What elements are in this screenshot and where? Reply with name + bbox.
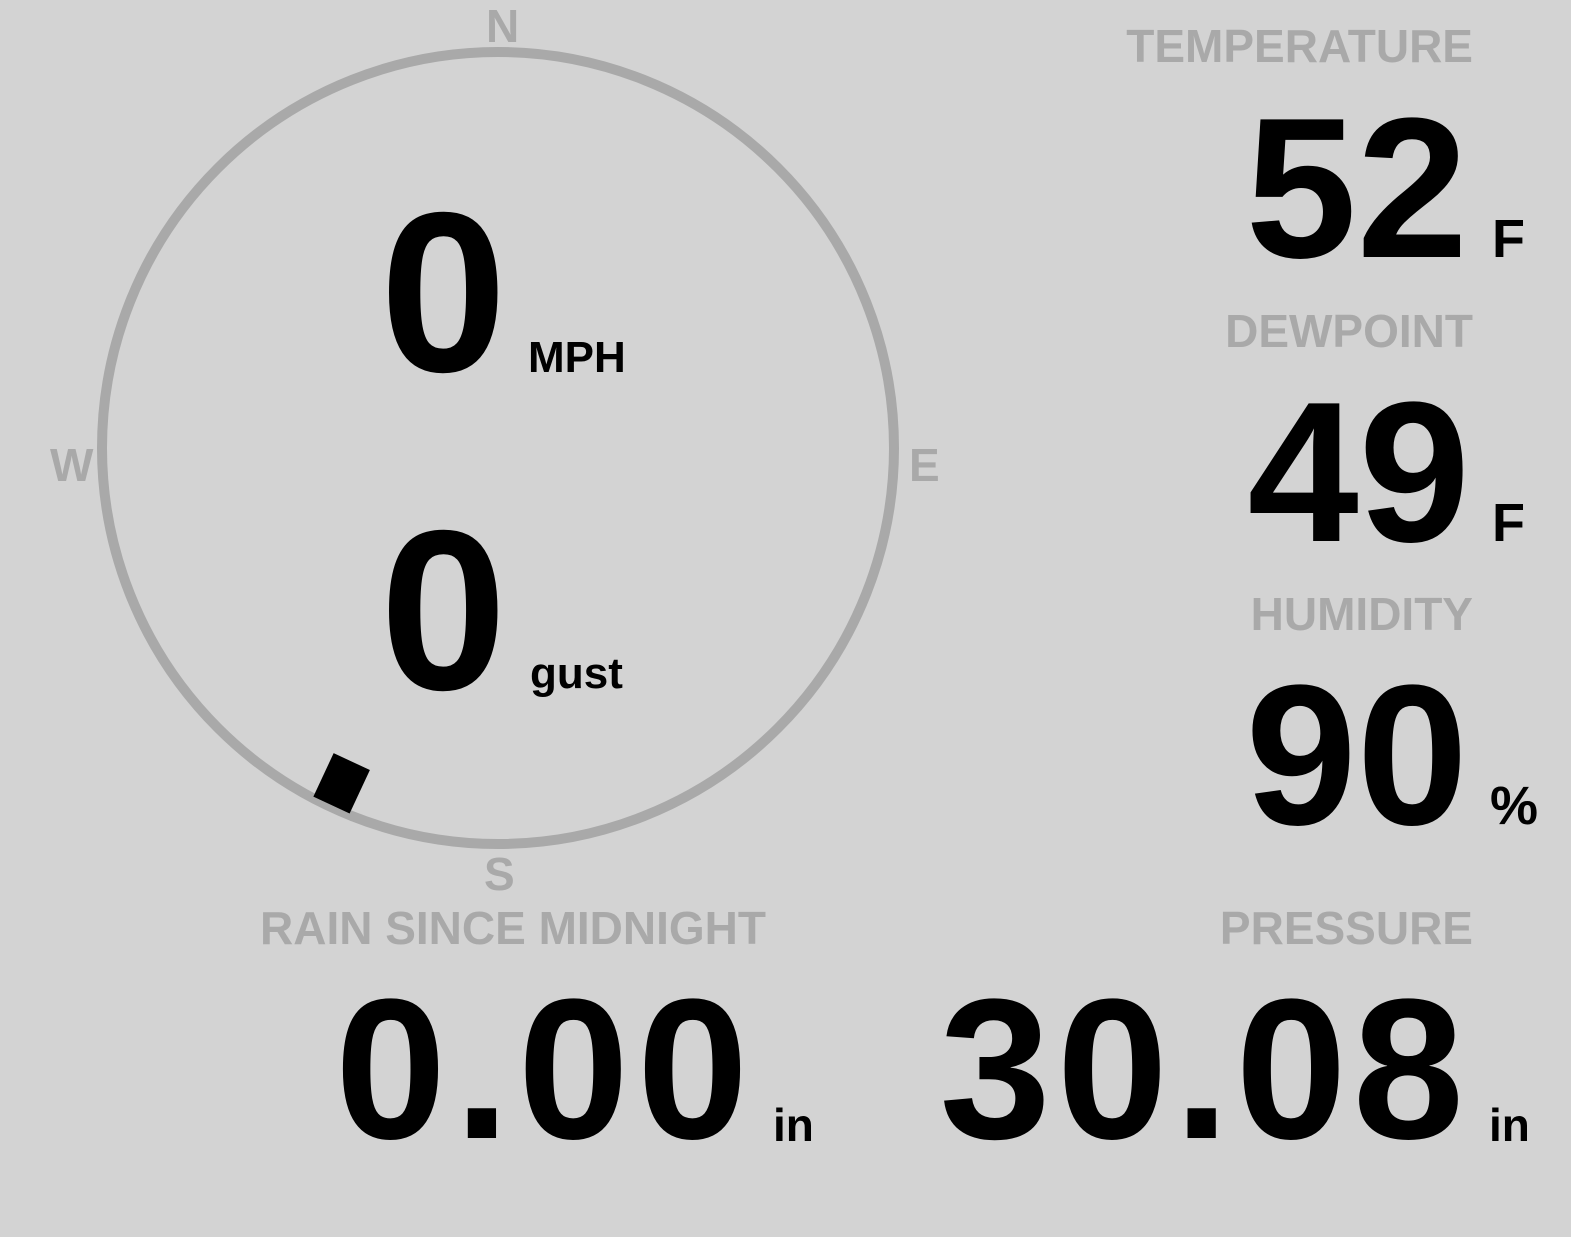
wind-speed-unit: MPH [528,333,626,382]
temperature-unit: F [1492,209,1525,269]
compass-east: E [909,439,940,491]
humidity-label: HUMIDITY [1250,588,1473,640]
compass-north: N [486,0,520,52]
wind-direction-marker [313,753,370,814]
temperature-label: TEMPERATURE [1126,20,1473,72]
wind-gust-value: 0 [380,484,507,738]
compass-south: S [484,848,515,900]
pressure-label: PRESSURE [1219,902,1473,954]
temperature-value: 52 [1245,77,1468,300]
rain-unit: in [773,1099,814,1151]
rain-label: RAIN SINCE MIDNIGHT [260,902,766,954]
pressure-unit: in [1489,1099,1530,1151]
dewpoint-unit: F [1492,493,1525,553]
compass-ring [97,47,899,849]
dewpoint-value: 49 [1247,361,1470,584]
dewpoint-label: DEWPOINT [1225,305,1473,357]
wind-gust-label: gust [530,649,623,698]
pressure-value: 30.08 [939,958,1470,1181]
humidity-unit: % [1490,776,1539,836]
humidity-value: 90 [1245,644,1468,867]
compass-west: W [50,439,94,491]
rain-value: 0.00 [335,958,757,1181]
wind-speed-value: 0 [380,166,507,420]
